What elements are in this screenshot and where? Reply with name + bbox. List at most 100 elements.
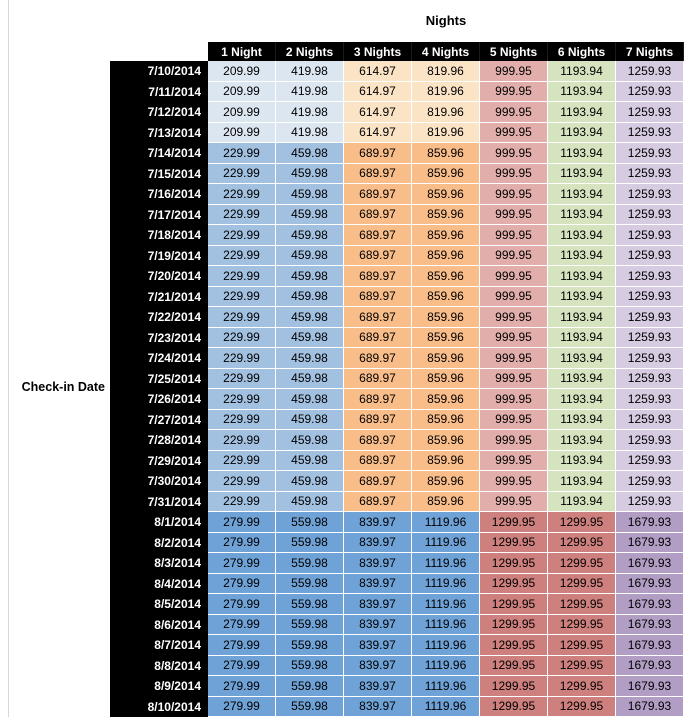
checkin-date-cell[interactable]: 7/30/2014 xyxy=(110,471,208,492)
price-cell[interactable]: 229.99 xyxy=(208,327,276,348)
price-cell[interactable]: 419.98 xyxy=(276,122,344,143)
price-cell[interactable]: 279.99 xyxy=(208,573,276,594)
price-cell[interactable]: 1299.95 xyxy=(548,573,616,594)
price-cell[interactable]: 1259.93 xyxy=(616,430,684,451)
price-cell[interactable]: 689.97 xyxy=(344,368,412,389)
price-cell[interactable]: 689.97 xyxy=(344,163,412,184)
price-cell[interactable]: 459.98 xyxy=(276,368,344,389)
price-cell[interactable]: 859.96 xyxy=(412,471,480,492)
price-cell[interactable]: 279.99 xyxy=(208,594,276,615)
price-cell[interactable]: 819.96 xyxy=(412,61,480,82)
price-cell[interactable]: 1679.93 xyxy=(616,655,684,676)
price-cell[interactable]: 859.96 xyxy=(412,368,480,389)
column-header[interactable]: 1 Night xyxy=(208,42,276,61)
price-cell[interactable]: 1193.94 xyxy=(548,368,616,389)
price-cell[interactable]: 859.96 xyxy=(412,143,480,164)
column-header[interactable]: 4 Nights xyxy=(412,42,480,61)
price-cell[interactable]: 859.96 xyxy=(412,491,480,512)
price-cell[interactable]: 819.96 xyxy=(412,122,480,143)
price-cell[interactable]: 1193.94 xyxy=(548,266,616,287)
price-cell[interactable]: 1259.93 xyxy=(616,307,684,328)
checkin-date-cell[interactable]: 7/22/2014 xyxy=(110,307,208,328)
price-cell[interactable]: 279.99 xyxy=(208,676,276,697)
price-cell[interactable]: 1259.93 xyxy=(616,368,684,389)
price-cell[interactable]: 1299.95 xyxy=(548,635,616,656)
price-cell[interactable]: 459.98 xyxy=(276,143,344,164)
price-cell[interactable]: 614.97 xyxy=(344,102,412,123)
price-cell[interactable]: 819.96 xyxy=(412,81,480,102)
price-cell[interactable]: 459.98 xyxy=(276,184,344,205)
checkin-date-cell[interactable]: 8/10/2014 xyxy=(110,696,208,717)
price-cell[interactable]: 559.98 xyxy=(276,655,344,676)
price-cell[interactable]: 1259.93 xyxy=(616,491,684,512)
price-cell[interactable]: 689.97 xyxy=(344,491,412,512)
price-cell[interactable]: 999.95 xyxy=(480,430,548,451)
price-cell[interactable]: 459.98 xyxy=(276,225,344,246)
price-cell[interactable]: 229.99 xyxy=(208,348,276,369)
price-cell[interactable]: 1299.95 xyxy=(548,594,616,615)
price-cell[interactable]: 859.96 xyxy=(412,204,480,225)
price-cell[interactable]: 689.97 xyxy=(344,225,412,246)
price-cell[interactable]: 459.98 xyxy=(276,409,344,430)
checkin-date-cell[interactable]: 7/16/2014 xyxy=(110,184,208,205)
price-cell[interactable]: 839.97 xyxy=(344,676,412,697)
price-cell[interactable]: 229.99 xyxy=(208,143,276,164)
checkin-date-cell[interactable]: 7/28/2014 xyxy=(110,430,208,451)
price-cell[interactable]: 859.96 xyxy=(412,389,480,410)
price-cell[interactable]: 859.96 xyxy=(412,286,480,307)
price-cell[interactable]: 999.95 xyxy=(480,266,548,287)
price-cell[interactable]: 1259.93 xyxy=(616,225,684,246)
price-cell[interactable]: 559.98 xyxy=(276,614,344,635)
price-cell[interactable]: 1119.96 xyxy=(412,553,480,574)
checkin-date-cell[interactable]: 7/21/2014 xyxy=(110,286,208,307)
price-cell[interactable]: 689.97 xyxy=(344,307,412,328)
price-cell[interactable]: 279.99 xyxy=(208,532,276,553)
price-cell[interactable]: 859.96 xyxy=(412,450,480,471)
price-cell[interactable]: 1259.93 xyxy=(616,81,684,102)
price-cell[interactable]: 1193.94 xyxy=(548,61,616,82)
price-cell[interactable]: 1119.96 xyxy=(412,635,480,656)
price-cell[interactable]: 1193.94 xyxy=(548,245,616,266)
price-cell[interactable]: 1259.93 xyxy=(616,450,684,471)
price-cell[interactable]: 1679.93 xyxy=(616,512,684,533)
price-cell[interactable]: 689.97 xyxy=(344,143,412,164)
checkin-date-cell[interactable]: 8/1/2014 xyxy=(110,512,208,533)
price-cell[interactable]: 1259.93 xyxy=(616,102,684,123)
checkin-date-cell[interactable]: 7/12/2014 xyxy=(110,102,208,123)
price-cell[interactable]: 1259.93 xyxy=(616,245,684,266)
price-cell[interactable]: 859.96 xyxy=(412,430,480,451)
price-cell[interactable]: 229.99 xyxy=(208,471,276,492)
price-cell[interactable]: 859.96 xyxy=(412,409,480,430)
price-cell[interactable]: 459.98 xyxy=(276,266,344,287)
price-cell[interactable]: 419.98 xyxy=(276,102,344,123)
price-cell[interactable]: 839.97 xyxy=(344,635,412,656)
column-header[interactable]: 2 Nights xyxy=(276,42,344,61)
price-cell[interactable]: 279.99 xyxy=(208,553,276,574)
price-cell[interactable]: 209.99 xyxy=(208,81,276,102)
checkin-date-cell[interactable]: 8/7/2014 xyxy=(110,635,208,656)
price-cell[interactable]: 229.99 xyxy=(208,245,276,266)
price-cell[interactable]: 689.97 xyxy=(344,348,412,369)
price-cell[interactable]: 1119.96 xyxy=(412,696,480,717)
price-cell[interactable]: 559.98 xyxy=(276,512,344,533)
price-cell[interactable]: 1193.94 xyxy=(548,348,616,369)
price-cell[interactable]: 229.99 xyxy=(208,204,276,225)
price-cell[interactable]: 999.95 xyxy=(480,307,548,328)
checkin-date-cell[interactable]: 7/23/2014 xyxy=(110,327,208,348)
checkin-date-cell[interactable]: 7/31/2014 xyxy=(110,491,208,512)
price-cell[interactable]: 614.97 xyxy=(344,122,412,143)
price-cell[interactable]: 559.98 xyxy=(276,573,344,594)
price-cell[interactable]: 1679.93 xyxy=(616,696,684,717)
checkin-date-cell[interactable]: 8/6/2014 xyxy=(110,614,208,635)
price-cell[interactable]: 229.99 xyxy=(208,286,276,307)
price-cell[interactable]: 689.97 xyxy=(344,430,412,451)
price-cell[interactable]: 859.96 xyxy=(412,163,480,184)
price-cell[interactable]: 689.97 xyxy=(344,184,412,205)
price-cell[interactable]: 1259.93 xyxy=(616,266,684,287)
price-cell[interactable]: 859.96 xyxy=(412,266,480,287)
checkin-date-cell[interactable]: 7/24/2014 xyxy=(110,348,208,369)
price-cell[interactable]: 459.98 xyxy=(276,307,344,328)
price-cell[interactable]: 209.99 xyxy=(208,102,276,123)
price-cell[interactable]: 1259.93 xyxy=(616,471,684,492)
price-cell[interactable]: 1193.94 xyxy=(548,204,616,225)
